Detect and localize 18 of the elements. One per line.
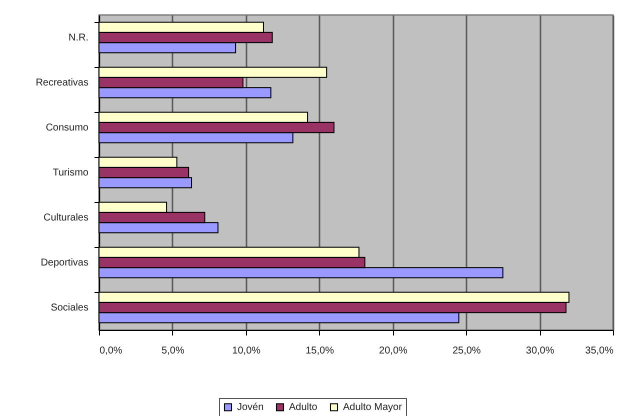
- y-tick-label: Turismo: [52, 168, 89, 178]
- y-tick-label: Sociales: [50, 302, 88, 314]
- x-tick-label: 5,0%: [162, 346, 184, 356]
- x-tick-label: 15,0%: [306, 346, 334, 356]
- x-tick-label: 10,0%: [232, 346, 261, 356]
- x-tick-label: 35,0%: [585, 346, 614, 356]
- x-tick-label: 0,0%: [100, 346, 122, 356]
- x-tick-label: 25,0%: [452, 346, 481, 356]
- legend-label: Adulto Mayor: [343, 402, 403, 414]
- y-tick-label: Consumo: [46, 122, 89, 134]
- x-tick-label: 20,0%: [379, 346, 408, 356]
- y-tick-label: Recreativas: [36, 78, 88, 88]
- x-tick-label: 30,0%: [526, 346, 554, 356]
- y-tick-label: Culturales: [43, 212, 88, 224]
- y-tick-label: Deportivas: [40, 258, 88, 268]
- y-tick-label: N.R.: [68, 32, 88, 44]
- legend-label: Adulto: [289, 402, 318, 414]
- legend-label: Jovén: [237, 402, 264, 414]
